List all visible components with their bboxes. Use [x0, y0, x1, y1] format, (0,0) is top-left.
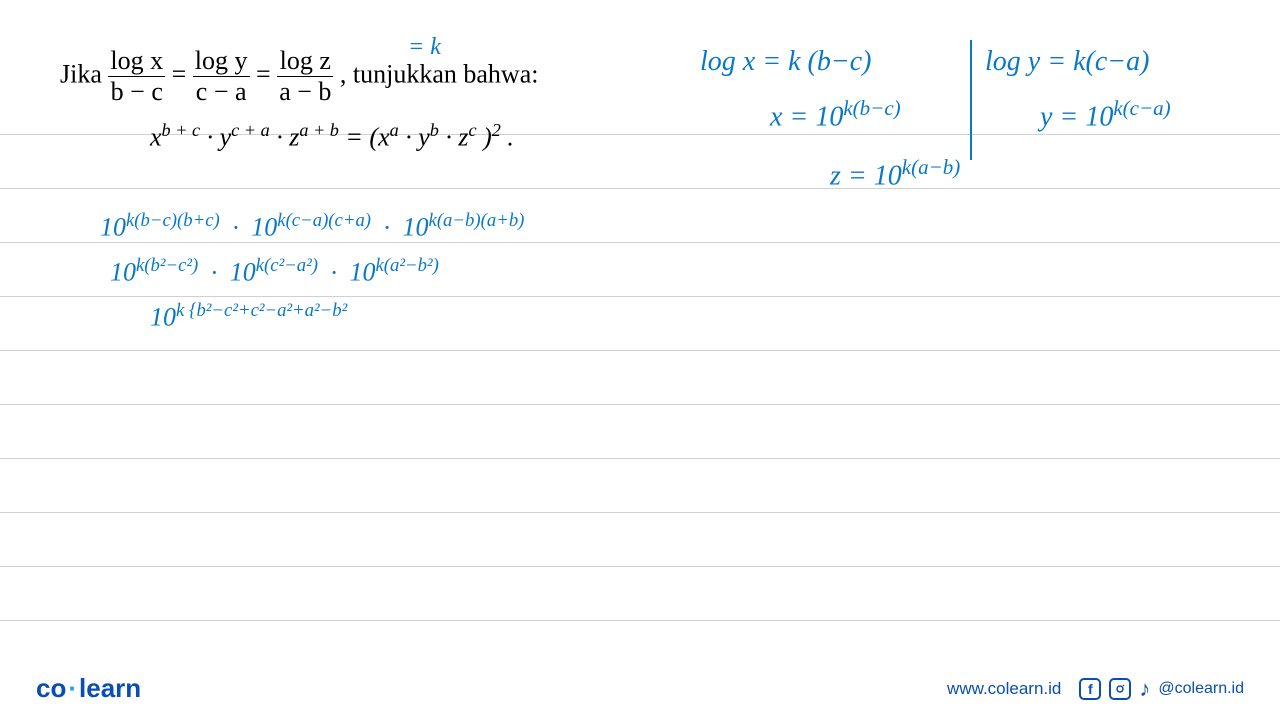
problem-statement: Jika log x b − c = log y c − a = log z a…	[60, 46, 538, 107]
y-eq: y = 10k(c−a)	[1040, 96, 1171, 133]
ruled-line	[0, 566, 1280, 567]
ruled-line	[0, 350, 1280, 351]
logy-eq: log y = k(c−a)	[985, 46, 1150, 78]
ruled-line	[0, 404, 1280, 405]
x-eq: x = 10k(b−c)	[770, 96, 901, 133]
k-annotation: = k	[408, 34, 441, 61]
logo-dot: ·	[68, 673, 77, 703]
fraction-3: log z a − b	[277, 46, 333, 107]
logx-eq: log x = k (b−c)	[700, 46, 872, 78]
fraction-1: log x b − c	[108, 46, 165, 107]
tunjukkan: , tunjukkan bahwa:	[340, 59, 539, 88]
footer-right: www.colearn.id f ♪ @colearn.id	[947, 676, 1244, 702]
divider-line	[970, 40, 972, 160]
social-handle: @colearn.id	[1158, 680, 1244, 698]
tiktok-icon: ♪	[1139, 676, 1150, 702]
social-icons: f ♪ @colearn.id	[1079, 676, 1244, 702]
footer: co·learn www.colearn.id f ♪ @colearn.id	[0, 673, 1280, 704]
ruled-line	[0, 512, 1280, 513]
jika: Jika	[60, 59, 102, 88]
equals: =	[172, 59, 193, 88]
step-row-3: 10k {b²−c²+c²−a²+a²−b²	[150, 300, 347, 333]
facebook-icon: f	[1079, 678, 1101, 700]
logo: co·learn	[36, 673, 141, 704]
step-row-2: 10k(b²−c²) · 10k(c²−a²) · 10k(a²−b²)	[110, 255, 439, 288]
ruled-line	[0, 188, 1280, 189]
instagram-icon	[1109, 678, 1131, 700]
fraction-2: log y c − a	[193, 46, 250, 107]
ruled-line	[0, 296, 1280, 297]
equation-2: xb + c · yc + a · za + b = (xa · yb · zc…	[150, 120, 514, 153]
ruled-line	[0, 458, 1280, 459]
footer-url: www.colearn.id	[947, 679, 1061, 699]
equals: =	[256, 59, 277, 88]
step-row-1: 10k(b−c)(b+c) · 10k(c−a)(c+a) · 10k(a−b)…	[100, 210, 524, 243]
ruled-line	[0, 620, 1280, 621]
z-eq: z = 10k(a−b)	[830, 155, 960, 192]
